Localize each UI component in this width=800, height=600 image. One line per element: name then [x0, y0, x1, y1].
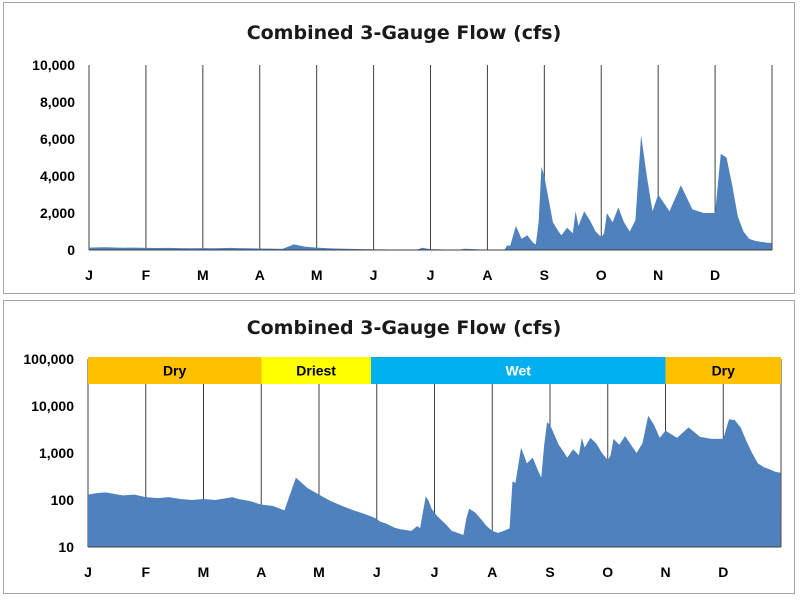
chart-title: Combined 3-Gauge Flow (cfs) — [247, 317, 562, 339]
x-tick-label: D — [710, 267, 720, 283]
x-tick-label: J — [431, 564, 439, 580]
y-axis-ticks: 10 100 1,000 10,000 100,000 — [23, 351, 74, 555]
gridlines — [88, 65, 773, 250]
x-tick-label: D — [718, 564, 728, 580]
x-tick-label: F — [141, 564, 150, 580]
x-tick-label: J — [370, 267, 378, 283]
x-tick-label: N — [660, 564, 670, 580]
y-tick-label: 100,000 — [23, 351, 74, 367]
top-chart-panel: Combined 3-Gauge Flow (cfs) 0 2,000 4,000 6… — [3, 2, 795, 294]
x-tick-label: J — [373, 564, 381, 580]
y-tick-label: 10,000 — [31, 398, 74, 414]
y-tick-label: 8,000 — [40, 94, 75, 110]
x-tick-label: M — [313, 564, 325, 580]
x-tick-label: M — [311, 267, 323, 283]
season-band-label: Dry — [712, 363, 736, 379]
y-axis-ticks: 0 2,000 4,000 6,000 8,000 10,000 — [32, 57, 75, 258]
season-band-label: Wet — [506, 363, 532, 379]
log-flow-chart: Combined 3-Gauge Flow (cfs) Dry Driest Wet… — [23, 317, 782, 580]
x-tick-label: A — [487, 564, 497, 580]
season-band-label: Driest — [296, 363, 336, 379]
y-tick-label: 10 — [58, 539, 74, 555]
y-tick-label: 1,000 — [39, 445, 74, 461]
x-tick-label: O — [596, 267, 607, 283]
y-tick-label: 6,000 — [40, 131, 75, 147]
y-tick-label: 0 — [67, 242, 75, 258]
flow-area-series — [89, 135, 772, 250]
y-tick-label: 2,000 — [40, 205, 75, 221]
y-tick-label: 4,000 — [40, 168, 75, 184]
chart-title: Combined 3-Gauge Flow (cfs) — [247, 22, 562, 44]
x-tick-label: A — [256, 564, 266, 580]
x-tick-label: J — [427, 267, 435, 283]
x-tick-label: A — [482, 267, 492, 283]
x-tick-label: S — [545, 564, 554, 580]
x-tick-label: S — [540, 267, 549, 283]
flow-area-series — [88, 415, 781, 547]
bottom-chart-panel: Combined 3-Gauge Flow (cfs) Dry Driest Wet… — [3, 300, 795, 594]
season-band — [665, 357, 781, 384]
season-band — [88, 357, 262, 384]
x-tick-label: M — [197, 267, 209, 283]
y-tick-label: 100 — [51, 492, 75, 508]
season-bands: Dry Driest Wet Dry — [88, 357, 781, 384]
y-tick-label: 10,000 — [32, 57, 75, 73]
x-tick-label: J — [85, 267, 93, 283]
x-tick-label: F — [142, 267, 151, 283]
season-band-label: Dry — [163, 363, 187, 379]
x-tick-label: J — [84, 564, 92, 580]
x-tick-label: O — [602, 564, 613, 580]
linear-flow-chart: Combined 3-Gauge Flow (cfs) 0 2,000 4,000 6… — [32, 22, 773, 283]
x-tick-label: M — [198, 564, 210, 580]
x-tick-label: N — [653, 267, 663, 283]
x-tick-label: A — [255, 267, 265, 283]
season-band — [370, 357, 666, 384]
season-band — [261, 357, 371, 384]
